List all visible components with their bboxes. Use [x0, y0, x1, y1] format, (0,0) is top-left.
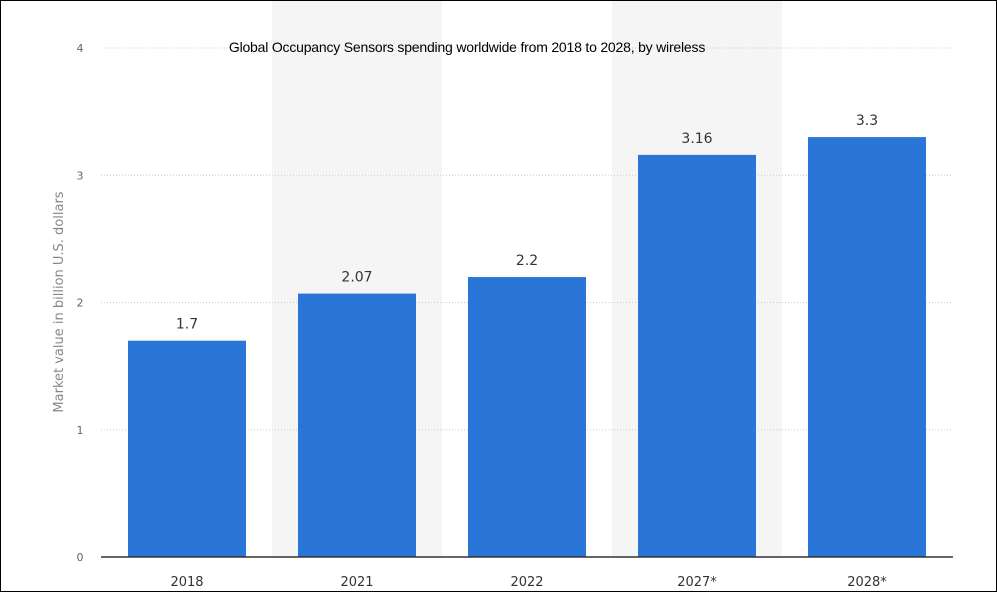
x-tick-label: 2028*: [847, 575, 887, 590]
bar: [468, 277, 586, 557]
y-tick-label: 4: [77, 42, 84, 55]
y-tick-label: 2: [77, 297, 84, 310]
data-label: 3.16: [681, 131, 712, 147]
x-tick-label: 2021: [340, 575, 373, 590]
bar: [808, 137, 926, 557]
y-tick-labels: 0 1 2 3 4: [77, 42, 84, 564]
y-tick-label: 1: [77, 424, 84, 437]
y-axis-title: Market value in billion U.S. dollars: [52, 191, 67, 412]
x-tick-label: 2018: [170, 575, 203, 590]
bar: [128, 340, 246, 557]
x-tick-labels: 2018 2021 2022 2027* 2028*: [170, 575, 887, 590]
y-tick-label: 0: [77, 551, 84, 564]
data-label: 3.3: [856, 113, 878, 129]
y-tick-label: 3: [77, 169, 84, 182]
x-tick-label: 2022: [510, 575, 543, 590]
x-tick-label: 2027*: [677, 575, 717, 590]
data-labels: 1.7 2.07 2.2 3.16 3.3: [176, 113, 878, 333]
data-label: 1.7: [176, 317, 198, 333]
chart-title: Global Occupancy Sensors spending worldw…: [229, 39, 705, 55]
bars: [128, 137, 926, 557]
bar: [298, 293, 416, 557]
bar: [638, 154, 756, 557]
data-label: 2.2: [516, 253, 538, 269]
data-label: 2.07: [341, 270, 372, 286]
